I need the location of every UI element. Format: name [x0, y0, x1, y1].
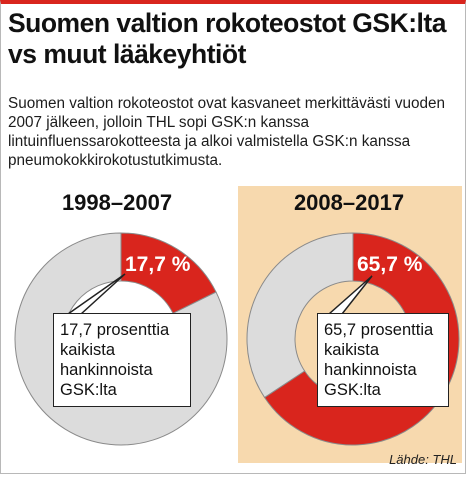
callout-text-right: 65,7 prosenttia kaikista hankinnoista GS… [324, 321, 434, 399]
period-title-right: 2008–2017 [293, 190, 405, 215]
period-title-left: 1998–2007 [61, 190, 173, 215]
value-label-left: 17,7 % [125, 253, 191, 276]
page-title: Suomen valtion rokoteostot GSK:lta vs mu… [8, 8, 446, 69]
donut-slice-other [246, 232, 354, 399]
value-label-right: 65,7 % [357, 253, 423, 276]
callout-right: 65,7 prosenttia kaikista hankinnoista GS… [317, 313, 449, 407]
source-note: Lähde: THL [389, 452, 457, 467]
callout-text-left: 17,7 prosenttia kaikista hankinnoista GS… [60, 321, 170, 399]
intro-text: Suomen valtion rokoteostot ovat kasvanee… [8, 95, 446, 169]
callout-left: 17,7 prosenttia kaikista hankinnoista GS… [53, 313, 191, 407]
